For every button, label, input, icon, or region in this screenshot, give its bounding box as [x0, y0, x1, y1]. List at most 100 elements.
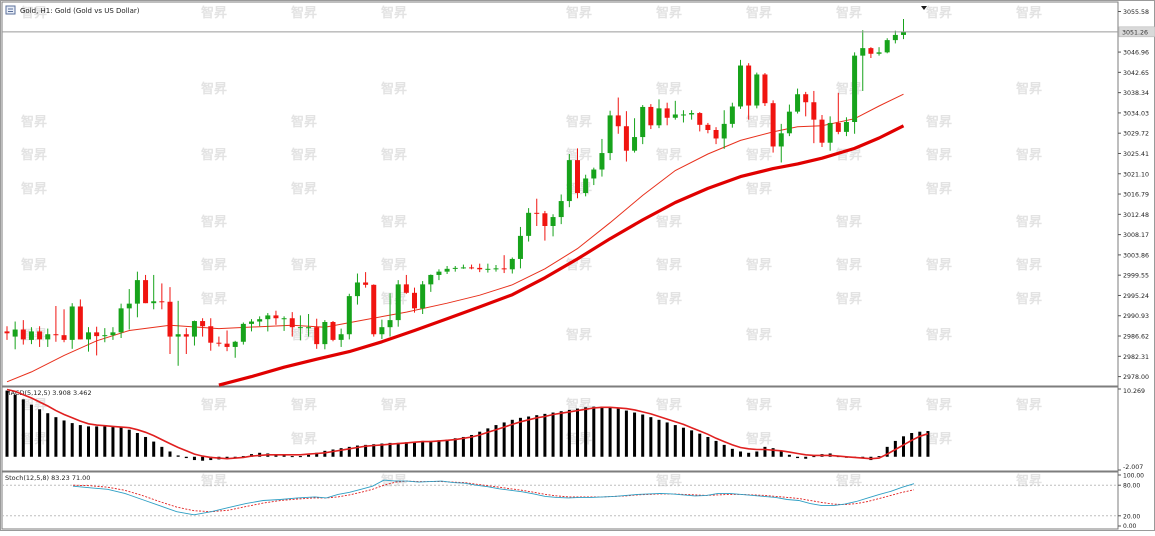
candle-body	[607, 115, 613, 154]
candle-body	[134, 280, 140, 304]
candle-body	[273, 315, 279, 319]
macd-bar	[551, 412, 555, 457]
candle-body	[795, 94, 801, 112]
candle-body	[705, 124, 711, 130]
candle-body	[281, 318, 287, 320]
candle-body	[770, 103, 776, 147]
macd-bar	[5, 390, 9, 457]
macd-bar	[38, 409, 42, 457]
candle-body	[346, 296, 352, 335]
macd-bar	[918, 431, 922, 457]
candle-body	[436, 271, 442, 275]
macd-axis-label: 10.269	[1123, 388, 1145, 395]
macd-axis-label: -2.007	[1123, 464, 1143, 471]
macd-bar	[681, 427, 685, 457]
candle-body	[534, 212, 540, 214]
watermark-text: 智昇	[21, 181, 47, 197]
candle-body	[77, 306, 83, 340]
price-axis: 3055.58 3046.96 3042.65 3038.34 3034.03 3029.…	[1118, 9, 1149, 381]
price-panel[interactable]: Gold, H1: Gold (Gold vs US Dollar) 3051.…	[1, 1, 1155, 387]
candle-body	[819, 119, 825, 143]
watermark-text: 智昇	[566, 147, 592, 163]
macd-bar	[176, 455, 180, 457]
price-axis-label: 2999.55	[1123, 273, 1149, 280]
candle-body	[640, 106, 646, 138]
candle-body	[721, 123, 727, 139]
macd-bar	[559, 411, 563, 457]
candle-body	[354, 282, 360, 297]
current-price-label: 3051.26	[1122, 29, 1148, 36]
watermark-text: 智昇	[656, 214, 682, 230]
watermark-text: 智昇	[1016, 397, 1042, 413]
candle-body	[126, 303, 132, 309]
current-price-line: 3051.26	[2, 26, 1155, 38]
candle-body	[37, 331, 43, 340]
candle-body	[550, 217, 556, 226]
watermark-text: 智昇	[1016, 291, 1042, 307]
candle-body	[852, 55, 858, 122]
candle-body	[175, 334, 181, 337]
watermark-text: 智昇	[381, 214, 407, 230]
stochastic-panel[interactable]: Stoch(12,5,8) 83.23 71.00	[1, 471, 1119, 530]
price-axis-label: 3003.86	[1123, 252, 1149, 259]
shift-marker-icon[interactable]	[921, 6, 927, 10]
watermark-text: 智昇	[201, 147, 227, 163]
candle-body	[632, 137, 638, 151]
candle-body	[151, 301, 157, 304]
candle-body	[477, 267, 483, 270]
macd-bar	[755, 451, 759, 457]
candle-body	[306, 327, 312, 329]
watermark-text: 智昇	[836, 81, 862, 97]
macd-bar	[201, 456, 205, 461]
macd-bar	[584, 407, 588, 457]
watermark-text: 智昇	[836, 257, 862, 273]
macd-bar	[127, 429, 131, 457]
watermark-text: 智昇	[746, 327, 772, 343]
watermark-text: 智昇	[21, 257, 47, 273]
watermark-text: 智昇	[381, 81, 407, 97]
watermark-text: 智昇	[836, 397, 862, 413]
candle-body	[330, 322, 336, 340]
watermark-text: 智昇	[201, 291, 227, 307]
macd-bar	[763, 446, 767, 457]
candle-body	[379, 327, 385, 335]
macd-axis: 10.269 -2.007	[1118, 388, 1145, 471]
watermark-text: 智昇	[746, 431, 772, 447]
macd-bar	[364, 444, 368, 457]
price-axis-label: 3042.65	[1123, 70, 1149, 77]
candle-body	[444, 268, 450, 272]
macd-bar	[486, 428, 490, 457]
candle-body	[672, 114, 678, 118]
macd-bar	[388, 442, 392, 457]
macd-bar	[478, 431, 482, 457]
candle-body	[143, 280, 149, 304]
macd-bar	[926, 431, 930, 457]
candle-body	[901, 31, 906, 35]
candle-body	[28, 331, 34, 340]
macd-bar	[600, 406, 604, 457]
watermark-text: 智昇	[1016, 81, 1042, 97]
macd-bar	[779, 451, 783, 457]
candle-body	[61, 335, 67, 340]
candle-body	[200, 321, 206, 327]
macd-bar	[87, 426, 90, 457]
macd-bar	[576, 408, 579, 457]
candle-body	[216, 342, 222, 344]
macd-panel-border	[1, 386, 1119, 472]
candle-body	[754, 74, 760, 106]
watermark-text: 智昇	[291, 5, 317, 21]
watermark-text: 智昇	[201, 257, 227, 273]
candle-body	[53, 334, 59, 336]
macd-bar	[739, 451, 742, 457]
watermark-text: 智昇	[381, 397, 407, 413]
watermark-text: 智昇	[926, 257, 952, 273]
watermark-text: 智昇	[291, 397, 317, 413]
watermark-text: 智昇	[1016, 5, 1042, 21]
price-axis-label: 2990.93	[1123, 313, 1149, 320]
candle-body	[314, 327, 320, 345]
watermark-text: 智昇	[656, 291, 682, 307]
macd-panel[interactable]: MACD(5,12,5) 3.908 3.462	[1, 386, 1119, 472]
watermark-text: 智昇	[926, 5, 952, 21]
macd-bar	[649, 417, 653, 457]
